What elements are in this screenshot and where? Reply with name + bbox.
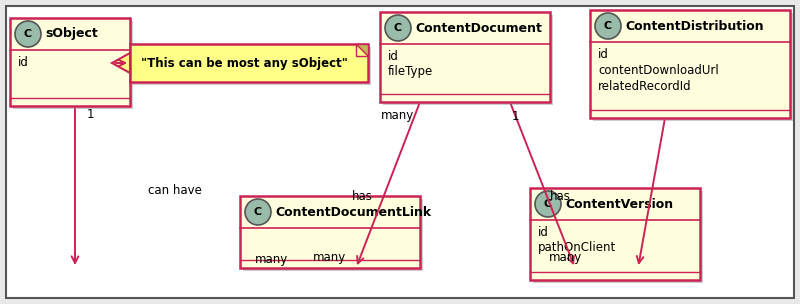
Text: many: many [548,251,582,264]
Text: C: C [394,23,402,33]
Text: has: has [351,189,373,202]
Text: id: id [388,50,399,63]
Text: id: id [598,47,609,60]
Circle shape [245,199,271,225]
Text: ContentVersion: ContentVersion [565,198,673,210]
FancyBboxPatch shape [383,15,553,105]
Text: ContentDocument: ContentDocument [415,22,542,34]
Text: id: id [18,56,29,68]
FancyBboxPatch shape [590,10,790,118]
FancyBboxPatch shape [130,44,368,82]
Text: many: many [314,251,346,264]
Text: C: C [24,29,32,39]
Text: 1: 1 [511,109,518,123]
Text: "This can be most any sObject": "This can be most any sObject" [141,57,347,70]
FancyBboxPatch shape [13,21,133,109]
Text: contentDownloadUrl: contentDownloadUrl [598,64,718,77]
Text: can have: can have [148,184,202,196]
FancyBboxPatch shape [243,199,423,271]
Circle shape [535,191,561,217]
FancyBboxPatch shape [533,191,703,283]
Text: has: has [550,189,570,202]
FancyBboxPatch shape [530,188,700,280]
Text: id: id [538,226,549,239]
Text: sObject: sObject [45,27,98,40]
Text: many: many [255,254,289,267]
Circle shape [15,21,41,47]
Text: many: many [382,109,414,123]
FancyBboxPatch shape [593,13,793,121]
Text: C: C [544,199,552,209]
Polygon shape [112,53,130,73]
Text: ContentDocumentLink: ContentDocumentLink [275,206,431,219]
Text: pathOnClient: pathOnClient [538,241,616,254]
Text: C: C [254,207,262,217]
Circle shape [385,15,411,41]
FancyBboxPatch shape [240,196,420,268]
Text: ContentDistribution: ContentDistribution [625,19,764,33]
Text: fileType: fileType [388,65,434,78]
Text: relatedRecordId: relatedRecordId [598,80,692,92]
Polygon shape [356,44,368,56]
FancyBboxPatch shape [133,47,371,85]
Text: C: C [604,21,612,31]
FancyBboxPatch shape [380,12,550,102]
Text: 1: 1 [86,109,94,122]
Circle shape [595,13,621,39]
FancyBboxPatch shape [10,18,130,106]
FancyBboxPatch shape [6,6,794,298]
